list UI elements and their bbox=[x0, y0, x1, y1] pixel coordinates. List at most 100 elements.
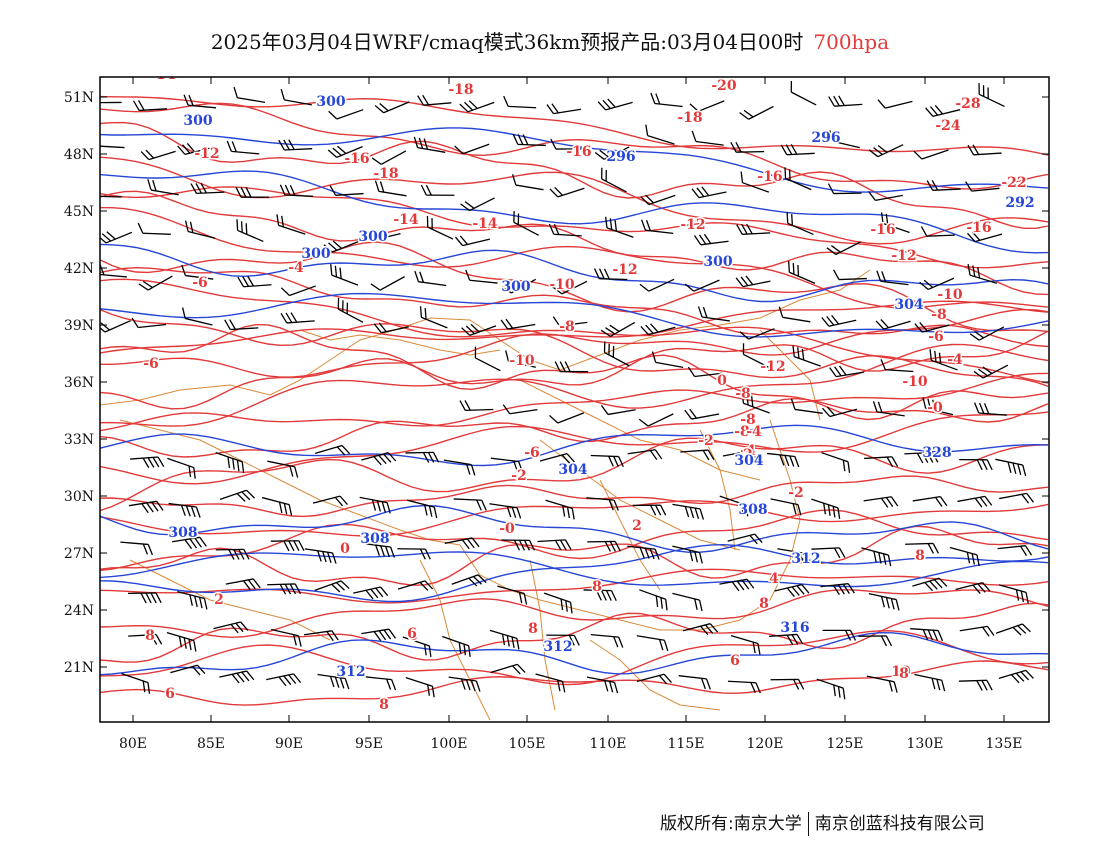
wind-barb bbox=[875, 319, 911, 330]
wind-barb bbox=[100, 231, 133, 244]
wind-barb bbox=[397, 580, 434, 591]
wind-barb bbox=[740, 171, 770, 193]
wind-barb bbox=[742, 343, 769, 368]
height-label: 308 bbox=[360, 531, 389, 547]
wind-barb bbox=[413, 136, 446, 153]
wind-barb bbox=[594, 146, 630, 160]
wind-barb bbox=[236, 219, 264, 243]
wind-barb bbox=[548, 223, 582, 237]
wind-barb bbox=[997, 545, 1033, 556]
temperature-label: -12 bbox=[891, 248, 916, 264]
temperature-label: -10 bbox=[937, 287, 963, 303]
wind-barb bbox=[672, 545, 703, 564]
temperature-contour bbox=[100, 323, 1049, 421]
wind-barb bbox=[353, 586, 389, 600]
wind-barb bbox=[225, 578, 261, 591]
wind-barb bbox=[820, 583, 855, 596]
temperature-label: -2 bbox=[698, 433, 714, 449]
wind-barb bbox=[863, 496, 899, 508]
temperature-contour bbox=[100, 186, 1049, 269]
temperature-label: -24 bbox=[935, 118, 961, 134]
lat-tick-label: 30N bbox=[64, 489, 94, 505]
height-label: 300 bbox=[316, 94, 345, 110]
temperature-contour bbox=[100, 372, 1049, 432]
wind-barb bbox=[650, 92, 683, 108]
wind-barb bbox=[639, 278, 675, 292]
wind-barb bbox=[362, 542, 395, 558]
wind-barb bbox=[770, 498, 802, 516]
temperature-label: -12 bbox=[612, 262, 637, 278]
height-label: 300 bbox=[301, 246, 330, 262]
temperature-contour bbox=[100, 308, 1049, 387]
wind-barb bbox=[821, 406, 858, 418]
boundary-line bbox=[119, 419, 461, 546]
wind-barb bbox=[554, 361, 589, 373]
wind-barb bbox=[503, 95, 537, 109]
temperature-contour bbox=[100, 500, 1049, 537]
wind-barb bbox=[638, 413, 674, 427]
temperature-label: 8 bbox=[592, 579, 602, 595]
wind-barb bbox=[167, 457, 196, 479]
temperature-contour bbox=[100, 330, 1049, 410]
temperature-label: -16 bbox=[566, 144, 591, 160]
temperature-contour bbox=[100, 602, 1049, 663]
lon-tick-label: 80E bbox=[119, 736, 147, 752]
wind-barb bbox=[880, 359, 914, 373]
wind-barb bbox=[777, 548, 809, 565]
wind-barb bbox=[419, 306, 448, 329]
wind-barb bbox=[417, 94, 452, 106]
wind-barb bbox=[590, 454, 624, 468]
wind-barb bbox=[405, 676, 435, 698]
boundary-line bbox=[539, 439, 741, 551]
height-contour bbox=[100, 504, 1049, 553]
wind-barb bbox=[407, 499, 438, 519]
wind-barb bbox=[636, 673, 672, 685]
wind-barb bbox=[995, 623, 1031, 636]
wind-barb bbox=[912, 577, 948, 592]
wind-barb bbox=[501, 539, 536, 551]
boundary-line bbox=[299, 329, 501, 356]
height-label: 296 bbox=[606, 149, 635, 165]
wind-barb bbox=[691, 130, 724, 146]
wind-barb bbox=[183, 94, 217, 109]
wind-barb bbox=[539, 453, 575, 464]
wind-barb bbox=[374, 101, 410, 114]
height-label: 300 bbox=[358, 229, 387, 245]
wind-barb bbox=[736, 223, 771, 235]
temperature-contour bbox=[100, 207, 1049, 309]
wind-barb bbox=[821, 452, 851, 473]
temperature-label: -14 bbox=[472, 216, 498, 232]
temperature-label: -16 bbox=[344, 151, 369, 167]
wind-barb bbox=[261, 496, 293, 516]
wind-barb bbox=[237, 276, 272, 288]
wind-barb bbox=[627, 545, 660, 560]
wind-barb bbox=[735, 275, 771, 288]
temperature-label: -12 bbox=[680, 217, 705, 233]
temperature-label: -8 bbox=[734, 424, 750, 440]
wind-barb bbox=[426, 215, 454, 240]
wind-barb bbox=[329, 185, 364, 196]
height-contour bbox=[100, 292, 1049, 338]
map-frame bbox=[99, 76, 1050, 723]
wind-barb bbox=[451, 574, 487, 587]
lat-tick-label: 45N bbox=[64, 204, 94, 220]
wind-barb bbox=[684, 408, 720, 420]
temperature-label: -12 bbox=[760, 359, 785, 375]
wind-barb bbox=[182, 307, 213, 326]
wind-barb bbox=[461, 323, 497, 336]
wind-barb bbox=[811, 498, 841, 519]
temperature-label: -28 bbox=[955, 96, 980, 112]
wind-barb bbox=[684, 279, 720, 292]
wind-barb bbox=[600, 405, 636, 416]
wind-barb bbox=[474, 346, 501, 372]
wind-barb bbox=[766, 452, 800, 468]
wind-barb bbox=[235, 186, 270, 198]
wind-barb bbox=[130, 456, 165, 469]
wind-barb bbox=[828, 95, 863, 107]
wind-barb bbox=[219, 670, 255, 684]
temperature-label: -18 bbox=[677, 110, 702, 126]
temperature-label: 6 bbox=[165, 686, 175, 702]
temperature-label: 8 bbox=[915, 548, 925, 564]
temperature-contour bbox=[100, 509, 1049, 572]
wind-barb bbox=[359, 496, 391, 514]
